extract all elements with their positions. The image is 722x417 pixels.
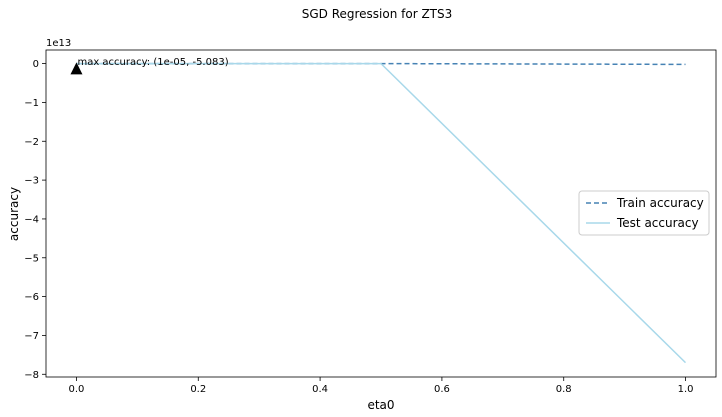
y-tick-label: −5 [24,253,39,264]
x-tick-label: 0.4 [312,384,328,395]
x-tick-label: 1.0 [678,384,694,395]
y-tick-label: −7 [24,331,39,342]
y-tick-label: −6 [24,292,39,303]
x-axis: 0.0 0.2 0.4 0.6 0.8 1.0 [69,377,694,395]
x-tick-label: 0.6 [434,384,450,395]
y-tick-label: −2 [24,137,39,148]
x-tick-label: 0.0 [69,384,85,395]
y-offset-label: 1e13 [46,38,71,49]
max-accuracy-label: max accuracy: (1e-05, -5.083) [77,57,228,68]
x-tick-label: 0.8 [556,384,572,395]
y-tick-label: 0 [33,59,39,70]
y-axis-title: accuracy [7,187,21,241]
x-axis-title: eta0 [367,398,394,412]
legend-label: Train accuracy [616,196,704,210]
y-tick-label: −3 [24,176,39,187]
y-axis: 0 −1 −2 −3 −4 −5 −6 −7 −8 [24,59,46,381]
y-tick-label: −1 [24,98,39,109]
annotation: max accuracy: (1e-05, -5.083) [70,57,229,75]
y-tick-label: −8 [24,370,39,381]
x-tick-label: 0.2 [190,384,206,395]
series-layer [76,62,687,364]
legend: Train accuracy Test accuracy [578,190,710,236]
y-tick-label: −4 [24,214,39,225]
legend-label: Test accuracy [616,216,699,230]
series-line-test-accuracy [76,62,687,364]
legend-box [578,190,710,236]
chart-title: SGD Regression for ZTS3 [302,7,453,21]
max-accuracy-marker [70,62,83,75]
